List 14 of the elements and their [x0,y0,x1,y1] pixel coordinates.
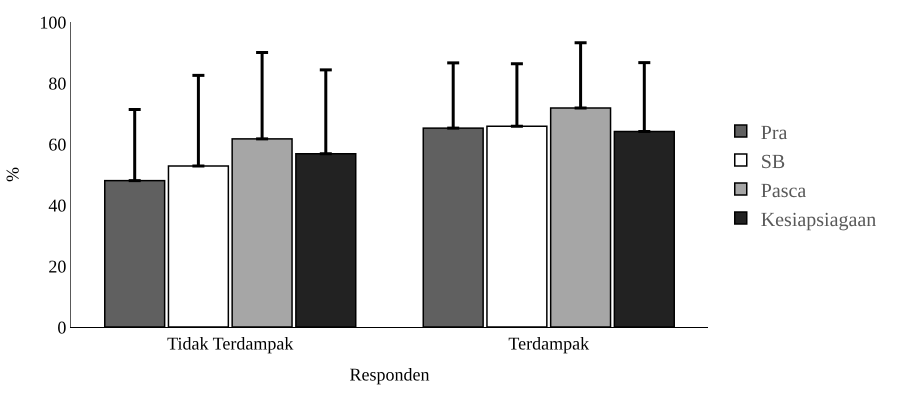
y-tick-label: 100 [39,12,66,32]
y-tick-label: 0 [57,317,66,338]
legend-label: SB [760,150,786,173]
x-tick-label: Terdampak [508,334,590,354]
legend-label: Kesiapsiagaan [760,208,876,231]
x-tick-label: Tidak Terdampak [167,334,294,354]
y-tick-label: 80 [48,73,66,94]
x-axis-title: Responden [350,364,430,385]
y-axis-title: % [2,167,23,182]
legend-label: Pra [760,122,788,144]
legend-label: Pasca [760,180,806,202]
y-tick-label: 40 [48,195,66,216]
y-tick-label: 60 [48,134,66,154]
y-tick-label: 20 [48,256,66,276]
